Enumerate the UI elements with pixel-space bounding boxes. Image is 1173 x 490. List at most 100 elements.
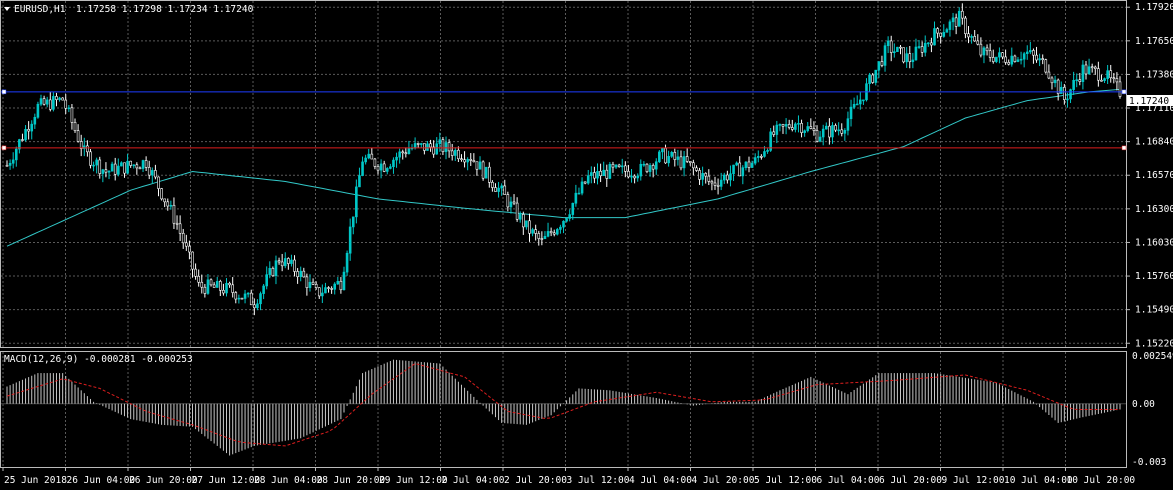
candle[interactable] [126, 153, 129, 175]
candle[interactable] [222, 283, 225, 296]
candle[interactable] [453, 147, 457, 162]
candle[interactable] [1078, 72, 1082, 86]
candle[interactable] [234, 291, 238, 304]
candle[interactable] [389, 163, 392, 170]
candle[interactable] [624, 161, 627, 178]
candle[interactable] [64, 94, 68, 114]
candle[interactable] [401, 149, 405, 160]
candle[interactable] [457, 146, 460, 163]
candle[interactable] [701, 166, 704, 186]
candle[interactable] [1010, 47, 1014, 67]
candle[interactable] [355, 179, 358, 224]
candle[interactable] [896, 46, 899, 52]
candle[interactable] [45, 96, 49, 108]
candle[interactable] [914, 38, 918, 61]
candle[interactable] [945, 27, 949, 33]
candle[interactable] [178, 215, 182, 242]
candle[interactable] [1013, 54, 1017, 63]
candle[interactable] [181, 228, 185, 249]
candle[interactable] [460, 154, 463, 162]
candle[interactable] [259, 291, 262, 311]
candle[interactable] [342, 266, 346, 291]
candle[interactable] [627, 164, 630, 179]
candle[interactable] [917, 40, 921, 49]
candle[interactable] [398, 148, 401, 164]
candle[interactable] [948, 19, 952, 37]
candle[interactable] [636, 173, 640, 182]
candle[interactable] [86, 140, 89, 157]
candle[interactable] [237, 294, 241, 304]
candle[interactable] [756, 150, 760, 163]
candle[interactable] [967, 26, 970, 44]
candle[interactable] [33, 113, 37, 129]
candle[interactable] [194, 263, 197, 280]
candle[interactable] [985, 44, 989, 56]
line-handle[interactable] [1, 89, 7, 95]
candles[interactable] [5, 3, 1122, 316]
candle[interactable] [256, 299, 259, 311]
candle[interactable] [1090, 63, 1094, 73]
candle[interactable] [317, 287, 321, 299]
candle[interactable] [172, 197, 176, 229]
candle[interactable] [475, 161, 479, 176]
candle[interactable] [271, 266, 275, 277]
candle[interactable] [36, 101, 40, 119]
candle[interactable] [586, 169, 590, 185]
candle[interactable] [336, 276, 340, 285]
candle[interactable] [704, 172, 708, 184]
candle[interactable] [596, 163, 599, 185]
candle[interactable] [339, 277, 343, 294]
candle[interactable] [392, 157, 395, 174]
candle[interactable] [565, 217, 568, 223]
candle[interactable] [648, 163, 652, 177]
candle[interactable] [812, 121, 816, 136]
candle[interactable] [787, 119, 791, 130]
candle[interactable] [240, 297, 244, 300]
candle[interactable] [855, 95, 859, 106]
candle[interactable] [818, 130, 822, 143]
candle[interactable] [602, 161, 605, 177]
candle[interactable] [806, 122, 810, 133]
candle[interactable] [438, 132, 442, 152]
candle[interactable] [58, 96, 61, 102]
candle[interactable] [1016, 57, 1020, 63]
candle[interactable] [175, 215, 179, 230]
candle[interactable] [209, 278, 213, 287]
candle[interactable] [466, 157, 469, 171]
candle[interactable] [472, 153, 476, 163]
candle[interactable] [552, 229, 556, 237]
candle[interactable] [478, 156, 482, 170]
candle[interactable] [1047, 64, 1051, 80]
candle[interactable] [249, 289, 253, 306]
candle[interactable] [373, 157, 377, 170]
candle[interactable] [1041, 54, 1045, 65]
candle[interactable] [305, 273, 309, 296]
candle[interactable] [277, 257, 281, 265]
candle[interactable] [834, 123, 837, 133]
candle[interactable] [722, 172, 726, 184]
candle[interactable] [778, 123, 782, 132]
candle[interactable] [52, 92, 55, 112]
candle[interactable] [169, 200, 173, 210]
candle[interactable] [828, 118, 831, 145]
candle[interactable] [515, 197, 519, 222]
candle[interactable] [951, 12, 955, 31]
candle[interactable] [707, 169, 711, 186]
candle[interactable] [692, 159, 695, 176]
candle[interactable] [1050, 76, 1054, 90]
candle[interactable] [979, 37, 983, 58]
candle[interactable] [1022, 51, 1026, 68]
candle[interactable] [679, 150, 683, 171]
candle[interactable] [253, 298, 256, 316]
line-handle[interactable] [1121, 145, 1127, 151]
candle[interactable] [67, 104, 71, 113]
candle[interactable] [1044, 58, 1048, 74]
candle[interactable] [821, 124, 825, 146]
candle[interactable] [385, 167, 389, 175]
candle[interactable] [231, 277, 234, 298]
candle[interactable] [348, 218, 352, 261]
candle[interactable] [738, 156, 742, 177]
candle[interactable] [735, 161, 738, 167]
candle[interactable] [147, 160, 151, 180]
candle[interactable] [395, 152, 398, 168]
